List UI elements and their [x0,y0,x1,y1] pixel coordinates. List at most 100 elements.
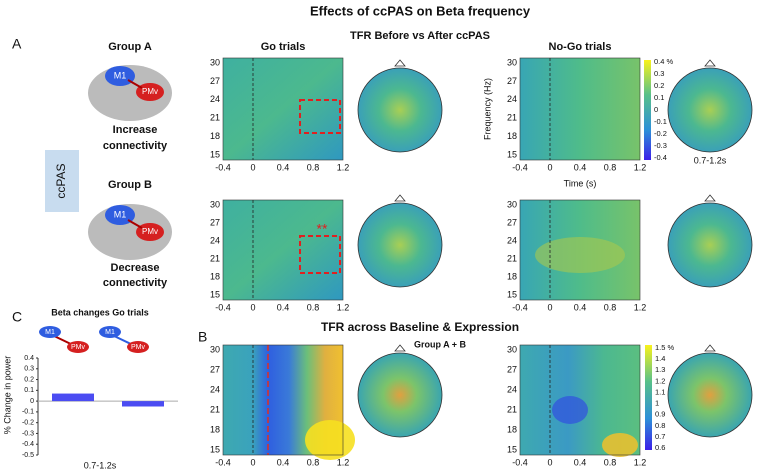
colorbar-label: 1.3 [655,365,665,374]
y-tick-label: 21 [210,113,220,123]
x-tick-label: 0.8 [307,457,320,467]
y-tick-label: 15 [210,444,220,454]
y-tick-label: 21 [507,253,517,263]
x-tick-label: 0.4 [574,457,587,467]
x-tick-label: 0.8 [604,162,617,172]
x-tick-label: 0 [547,457,552,467]
y-tick-label: 30 [210,199,220,209]
y-tick-label: 18 [210,424,220,434]
colorbar-label: 0.3 [654,69,664,78]
chart-title: Beta changes Go trials [51,307,149,317]
y-tick-label: 15 [507,149,517,159]
group-title: Group A [108,41,152,53]
x-axis-label: 0.7-1.2s [84,460,117,470]
figure-title: Effects of ccPAS on Beta frequency [310,3,531,18]
colorbar-label: 0.8 [655,421,665,430]
y-tick-label: 21 [210,404,220,414]
x-tick-label: 0.8 [307,162,320,172]
x-tick-label: 0 [250,162,255,172]
y-tick-label: 15 [210,289,220,299]
axes-frame [222,57,344,161]
colorbar-label: -0.2 [654,129,667,138]
y-tick-label: 27 [210,364,220,374]
y-tick-label: 21 [507,404,517,414]
x-tick-label: 0.4 [277,457,290,467]
region: M1 [114,70,127,80]
colorbar-label: 0.4 % [654,57,674,66]
y-tick-label: 30 [210,57,220,67]
y-tick-label: 24 [210,384,220,394]
axes-frame [519,199,641,301]
colorbar-label: -0.4 [654,153,667,162]
y-tick-label: -0.2 [22,420,34,427]
bar [52,393,94,402]
y-tick-label: 0 [30,398,34,405]
x-tick-label: 0.4 [277,162,290,172]
y-tick-label: 18 [507,131,517,141]
colorbar-label: 1.5 % [655,343,675,352]
colorbar-label: 0.6 [655,443,665,452]
y-axis-label: Frequency (Hz) [482,78,492,140]
bar [122,401,164,407]
y-tick-label: 18 [210,271,220,281]
colorbar-label: 1.4 [655,354,665,363]
y-tick-label: 27 [210,217,220,227]
x-tick-label: 0 [250,457,255,467]
y-tick-label: 27 [507,76,517,86]
x-tick-label: 1.2 [337,302,350,312]
caption: Increase [113,124,158,136]
window-label: 0.7-1.2s [694,155,727,165]
x-tick-label: 0.4 [574,302,587,312]
heading: TFR Before vs After ccPAS [350,30,490,42]
colorbar-label: 1 [655,399,659,408]
y-tick-label: 18 [507,271,517,281]
x-tick-label: -0.4 [512,457,528,467]
colorbar-label: 1.2 [655,376,665,385]
axes-frame [519,57,641,161]
x-tick-label: -0.4 [215,302,231,312]
panel-label: B [198,329,207,345]
panel-label: A [12,36,22,52]
y-tick-label: 30 [507,344,517,354]
x-tick-label: 1.2 [337,162,350,172]
y-tick-label: 27 [210,76,220,86]
colorbar-label: 0 [654,105,658,114]
x-tick-label: 1.2 [634,457,647,467]
region: M1 [114,209,127,219]
colorbar-label: -0.1 [654,117,667,126]
x-tick-label: 1.2 [337,457,350,467]
condition: ccPAS [54,163,68,198]
y-tick-label: 15 [507,444,517,454]
colorbar-label: 0.9 [655,410,665,419]
y-tick-label: 21 [210,253,220,263]
x-tick-label: 1.2 [634,162,647,172]
y-tick-label: 0.1 [24,387,34,394]
y-tick-label: 24 [507,384,517,394]
colorbar-label: 0.1 [654,93,664,102]
region: PMv [131,344,146,351]
colorbar-label: -0.3 [654,141,667,150]
brain-icons [39,65,172,353]
region: PMv [142,227,158,236]
y-tick-label: 30 [507,199,517,209]
y-axis-label: % Change in power [2,356,12,435]
panel-label: C [12,309,22,325]
region: M1 [105,329,115,336]
x-axis-label: Time (s) [564,178,597,188]
y-tick-label: 27 [507,364,517,374]
y-tick-label: 21 [507,113,517,123]
x-tick-label: 0 [547,302,552,312]
y-tick-label: 30 [507,57,517,67]
y-tick-label: -0.4 [22,441,34,448]
subheading: Group A + B [414,339,467,349]
y-tick-label: 18 [210,131,220,141]
x-tick-label: 0.8 [604,302,617,312]
x-tick-label: 0 [547,162,552,172]
x-tick-label: 0 [250,302,255,312]
x-tick-label: 0.4 [277,302,290,312]
heading: TFR across Baseline & Expression [321,320,519,334]
column-title: No-Go trials [549,41,612,53]
y-tick-label: -0.1 [22,409,34,416]
caption: Decrease [111,262,160,274]
